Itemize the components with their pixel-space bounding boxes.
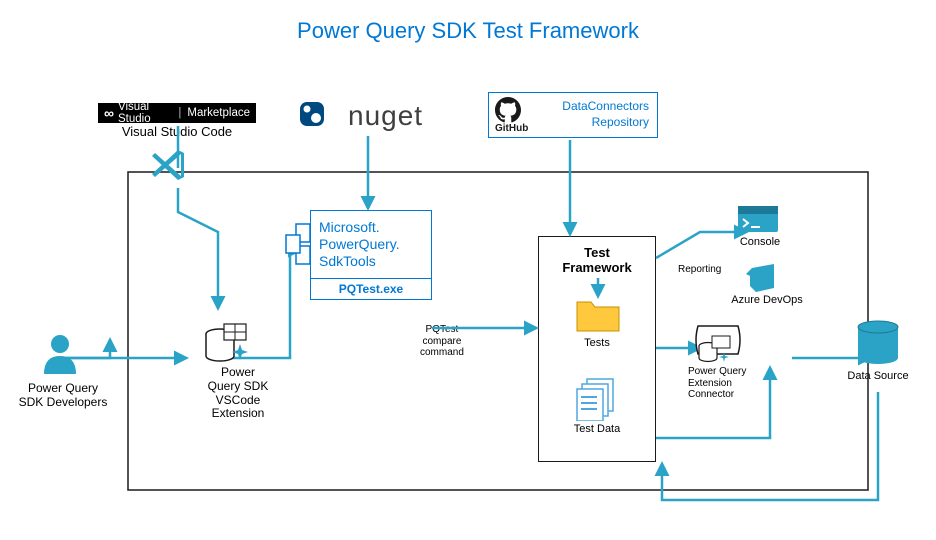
- console-icon: [738, 206, 778, 232]
- diagram-canvas: [0, 0, 936, 540]
- developer-icon: [44, 335, 76, 374]
- datasource-icon: [858, 321, 898, 364]
- connector-icon: [696, 326, 740, 362]
- nuget-icon: [300, 102, 324, 126]
- azure-devops-icon: [746, 264, 774, 292]
- vscode-extension-icon: [206, 324, 248, 361]
- arrows-group: [60, 126, 878, 500]
